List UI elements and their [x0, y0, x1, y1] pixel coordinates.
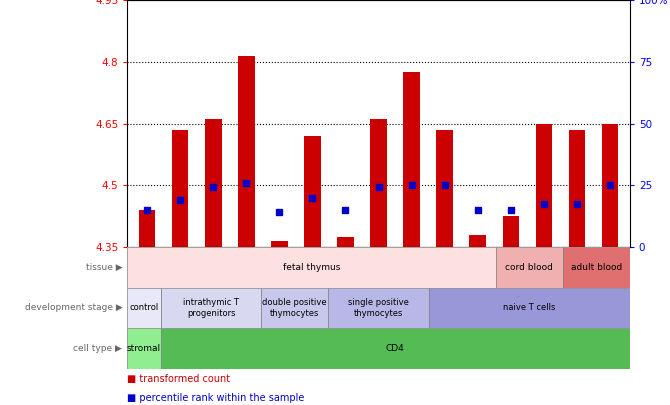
Bar: [535, 124, 552, 247]
Bar: [602, 124, 618, 247]
Bar: [403, 72, 420, 247]
FancyBboxPatch shape: [429, 288, 630, 328]
Bar: [569, 130, 585, 247]
Bar: [470, 234, 486, 247]
Text: ■ transformed count: ■ transformed count: [127, 375, 230, 384]
Text: CD4: CD4: [386, 344, 405, 353]
Text: intrathymic T
progenitors: intrathymic T progenitors: [183, 298, 239, 318]
Bar: [304, 136, 321, 247]
Bar: [337, 237, 354, 247]
Bar: [172, 130, 188, 247]
Text: double positive
thymocytes: double positive thymocytes: [263, 298, 327, 318]
Text: stromal: stromal: [127, 344, 161, 353]
FancyBboxPatch shape: [127, 288, 161, 328]
FancyBboxPatch shape: [496, 247, 563, 288]
FancyBboxPatch shape: [161, 328, 630, 369]
FancyBboxPatch shape: [261, 288, 328, 328]
Text: cell type ▶: cell type ▶: [74, 344, 122, 353]
Text: cord blood: cord blood: [505, 263, 553, 272]
Bar: [205, 119, 222, 247]
FancyBboxPatch shape: [161, 288, 261, 328]
Text: single positive
thymocytes: single positive thymocytes: [348, 298, 409, 318]
Bar: [502, 216, 519, 247]
Text: control: control: [129, 303, 159, 312]
Text: fetal thymus: fetal thymus: [283, 263, 340, 272]
Bar: [371, 119, 387, 247]
Text: tissue ▶: tissue ▶: [86, 263, 122, 272]
Text: development stage ▶: development stage ▶: [25, 303, 122, 312]
FancyBboxPatch shape: [127, 247, 496, 288]
Bar: [436, 130, 453, 247]
Text: ■ percentile rank within the sample: ■ percentile rank within the sample: [127, 393, 305, 403]
Bar: [139, 210, 155, 247]
Bar: [238, 55, 255, 247]
Text: naive T cells: naive T cells: [503, 303, 555, 312]
Text: adult blood: adult blood: [571, 263, 622, 272]
FancyBboxPatch shape: [328, 288, 429, 328]
Bar: [271, 241, 287, 247]
FancyBboxPatch shape: [563, 247, 630, 288]
FancyBboxPatch shape: [127, 328, 161, 369]
